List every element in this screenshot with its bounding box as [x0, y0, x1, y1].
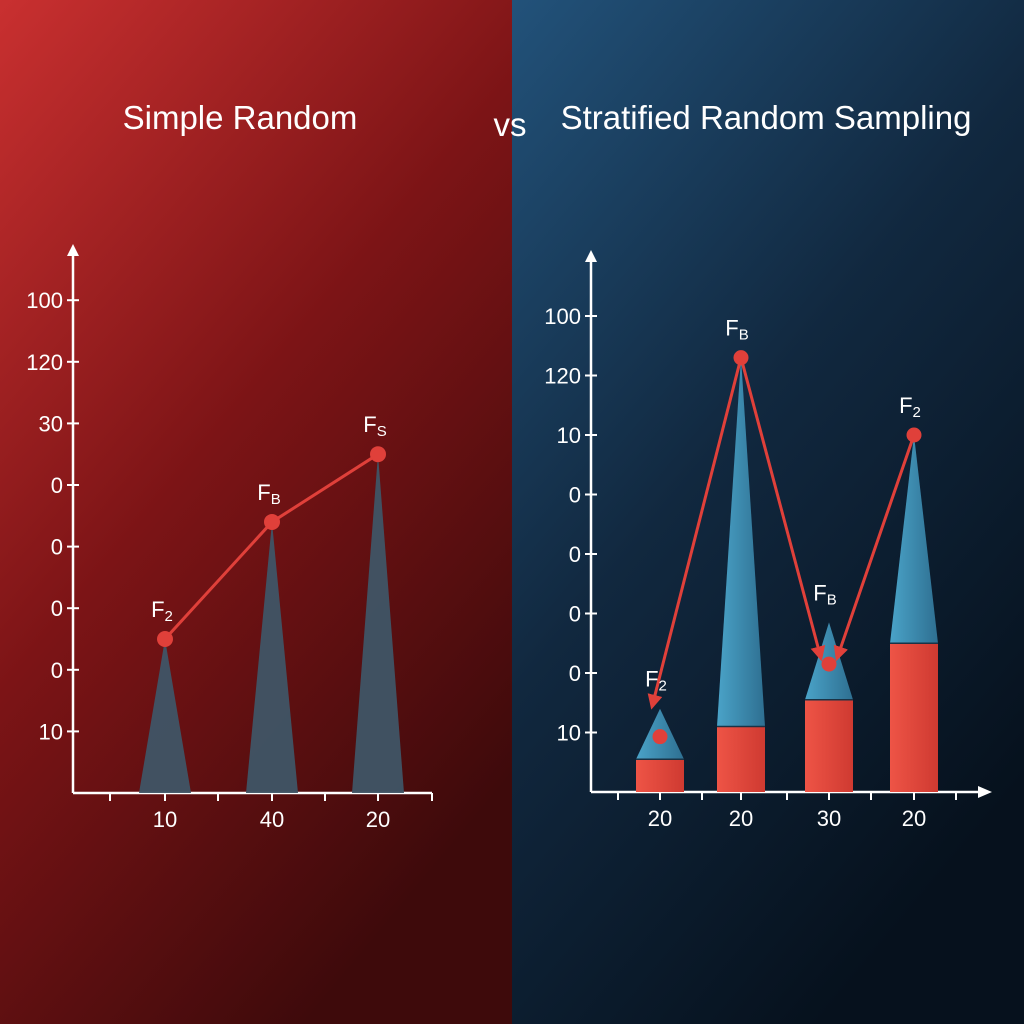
left-panel-background [0, 0, 512, 1024]
y-tick-label: 100 [26, 288, 63, 313]
arrow [739, 357, 826, 662]
data-point [733, 350, 749, 366]
spike [717, 357, 765, 727]
y-tick-label: 120 [26, 350, 63, 375]
y-tick-label: 0 [569, 602, 581, 627]
x-axis-arrow-icon [978, 786, 992, 798]
x-tick-label: 20 [902, 806, 926, 831]
x-tick-label: 20 [648, 806, 672, 831]
y-tick-label: 0 [569, 542, 581, 567]
y-tick-label: 0 [51, 473, 63, 498]
spike [352, 454, 404, 793]
x-tick-label: 10 [153, 807, 177, 832]
point-label: FB [813, 580, 836, 608]
y-tick-label: 100 [544, 304, 581, 329]
data-point [821, 656, 837, 672]
data-point [157, 631, 173, 647]
x-tick-label: 20 [366, 807, 390, 832]
y-axis-arrow-icon [67, 244, 79, 256]
data-point [370, 446, 386, 463]
y-tick-label: 10 [557, 423, 581, 448]
y-tick-label: 0 [51, 596, 63, 621]
point-label: F2 [151, 597, 173, 625]
y-tick-label: 10 [39, 719, 63, 744]
right-title: Stratified Random Sampling [561, 99, 972, 136]
bar [717, 726, 765, 792]
data-point [652, 729, 668, 745]
arrow [647, 357, 743, 710]
data-point [906, 427, 922, 443]
bar [636, 759, 684, 792]
data-point [264, 513, 280, 530]
y-tick-label: 0 [569, 661, 581, 686]
spike [890, 435, 938, 644]
x-tick-label: 20 [729, 806, 753, 831]
y-axis-arrow-icon [585, 250, 597, 262]
y-tick-label: 120 [544, 364, 581, 389]
right-panel-background [512, 0, 1024, 1024]
bar [890, 643, 938, 792]
arrow [833, 434, 916, 662]
y-tick-label: 30 [39, 411, 63, 436]
y-tick-label: 0 [569, 483, 581, 508]
y-tick-label: 0 [51, 535, 63, 560]
point-label: FB [257, 480, 280, 508]
point-label: FB [725, 316, 748, 344]
x-tick-label: 30 [817, 806, 841, 831]
spike [139, 639, 191, 793]
point-label: F2 [645, 667, 667, 695]
spike [246, 521, 298, 793]
point-label: F2 [899, 393, 921, 421]
y-tick-label: 0 [51, 658, 63, 683]
point-label: FS [363, 412, 386, 440]
bar [805, 699, 853, 792]
y-tick-label: 10 [557, 721, 581, 746]
vs-label: vs [494, 106, 527, 143]
left-title: Simple Random [123, 99, 358, 136]
x-tick-label: 40 [260, 807, 284, 832]
